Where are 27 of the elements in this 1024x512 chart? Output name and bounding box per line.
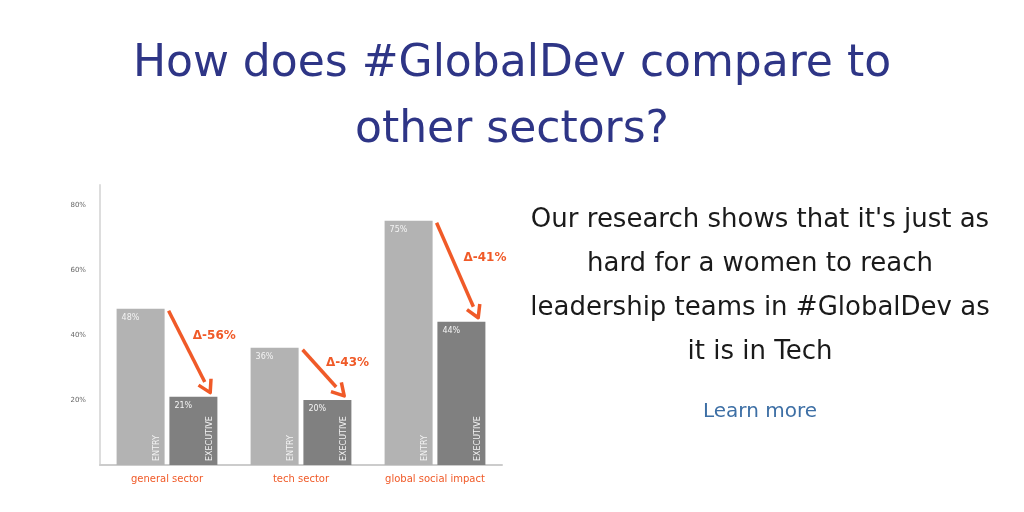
annotation: Δ-41%: [463, 249, 507, 264]
text: Our research shows that it's just as hard for a women to reach leadership teams in #GlobalDev as it is in Tech: [529, 202, 991, 367]
data-label: 20%: [308, 404, 327, 414]
bar: [116, 308, 165, 465]
annotation: Δ-43%: [326, 355, 370, 370]
bar: [169, 396, 218, 465]
data-label: 75%: [389, 225, 408, 235]
annotation: Δ-56%: [192, 327, 236, 342]
text: ENTRY: [286, 435, 296, 461]
series-label: EXECUTIVE: [204, 416, 214, 461]
data-label: 48%: [121, 313, 140, 323]
chart-title: How does #GlobalDev compare to other sectors?: [131, 34, 893, 154]
text: EXECUTIVE: [472, 416, 482, 461]
bar: [437, 321, 486, 465]
bar: [250, 347, 299, 465]
data-label: 44%: [442, 326, 461, 336]
text: Learn more: [701, 398, 819, 422]
data-label: 21%: [174, 401, 193, 411]
bar: [303, 399, 352, 465]
text: ENTRY: [420, 435, 430, 461]
series-label: ENTRY: [152, 435, 162, 461]
bar: [384, 220, 433, 465]
text: EXECUTIVE: [338, 416, 348, 461]
x-tick-label: general sector: [130, 472, 204, 484]
x-tick-label: global social impact: [385, 472, 485, 484]
data-label: 36%: [255, 352, 274, 362]
x-tick-label: tech sector: [272, 472, 330, 484]
